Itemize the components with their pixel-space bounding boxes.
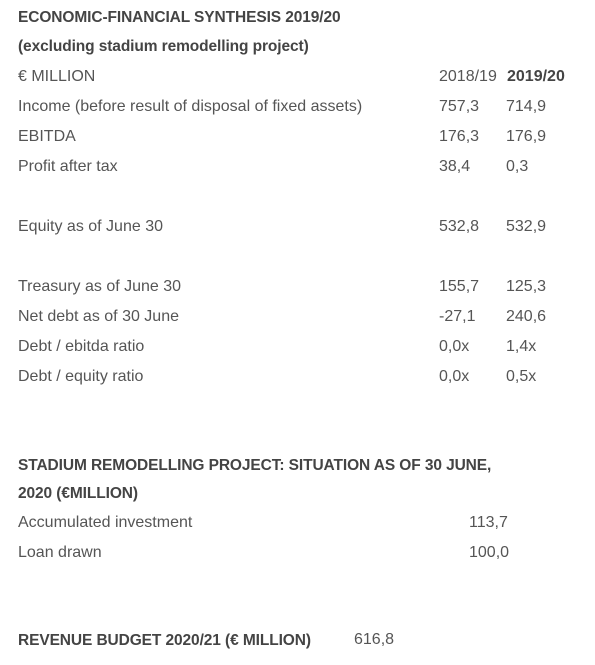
table-row: Loan drawn 100,0: [0, 544, 595, 574]
table-row: Treasury as of June 30 155,7 125,3: [0, 278, 595, 308]
row-value-2019-20: 0,5x: [506, 368, 537, 385]
row-label: Equity as of June 30: [18, 218, 163, 235]
synthesis-subtitle: (excluding stadium remodelling project): [18, 38, 309, 55]
row-value-2018-19: 38,4: [439, 158, 471, 175]
row-value-2019-20: 125,3: [506, 278, 547, 295]
row-value-2018-19: 176,3: [439, 128, 480, 145]
row-label: Income (before result of disposal of fix…: [18, 98, 363, 115]
budget-row: REVENUE BUDGET 2020/21 (€ MILLION) 616,8: [0, 631, 595, 661]
column-header-2018-19: 2018/19: [439, 68, 497, 85]
row-value-2018-19: 532,8: [439, 218, 480, 235]
synthesis-title: ECONOMIC-FINANCIAL SYNTHESIS 2019/20: [18, 9, 341, 26]
table-row: Profit after tax 38,4 0,3: [0, 158, 595, 188]
row-value-2018-19: 0,0x: [439, 338, 470, 355]
table-row: EBITDA 176,3 176,9: [0, 128, 595, 158]
row-value-2018-19: -27,1: [439, 308, 476, 325]
table-row: Net debt as of 30 June -27,1 240,6: [0, 308, 595, 338]
row-label: Net debt as of 30 June: [18, 308, 179, 325]
row-label: Profit after tax: [18, 158, 118, 175]
row-label: Accumulated investment: [18, 514, 193, 531]
stadium-title: STADIUM REMODELLING PROJECT: SITUATION A…: [18, 457, 492, 474]
row-value-2019-20: 240,6: [506, 308, 547, 325]
budget-value: 616,8: [354, 631, 395, 648]
row-value-2018-19: 0,0x: [439, 368, 470, 385]
row-value-2018-19: 757,3: [439, 98, 480, 115]
row-value-2019-20: 1,4x: [506, 338, 537, 355]
row-value-2019-20: 176,9: [506, 128, 547, 145]
synthesis-header-row: € MILLION 2018/19 2019/20: [0, 68, 595, 98]
row-value: 113,7: [469, 514, 508, 531]
stadium-subtitle: 2020 (€MILLION): [18, 485, 138, 502]
row-value-2019-20: 0,3: [506, 158, 529, 175]
table-row: Equity as of June 30 532,8 532,9: [0, 218, 595, 248]
row-label: Treasury as of June 30: [18, 278, 182, 295]
table-row: Debt / equity ratio 0,0x 0,5x: [0, 368, 595, 398]
row-value: 100,0: [469, 544, 510, 561]
row-value-2019-20: 532,9: [506, 218, 547, 235]
row-value-2019-20: 714,9: [506, 98, 547, 115]
column-header-2019-20: 2019/20: [507, 68, 565, 85]
row-value-2018-19: 155,7: [439, 278, 480, 295]
budget-title: REVENUE BUDGET 2020/21 (€ MILLION): [18, 632, 311, 649]
unit-label: € MILLION: [18, 68, 96, 85]
row-label: Debt / equity ratio: [18, 368, 144, 385]
table-row: Income (before result of disposal of fix…: [0, 98, 595, 128]
table-row: Debt / ebitda ratio 0,0x 1,4x: [0, 338, 595, 368]
row-label: EBITDA: [18, 128, 76, 145]
table-row: Accumulated investment 113,7: [0, 514, 595, 544]
row-label: Debt / ebitda ratio: [18, 338, 145, 355]
row-label: Loan drawn: [18, 544, 102, 561]
